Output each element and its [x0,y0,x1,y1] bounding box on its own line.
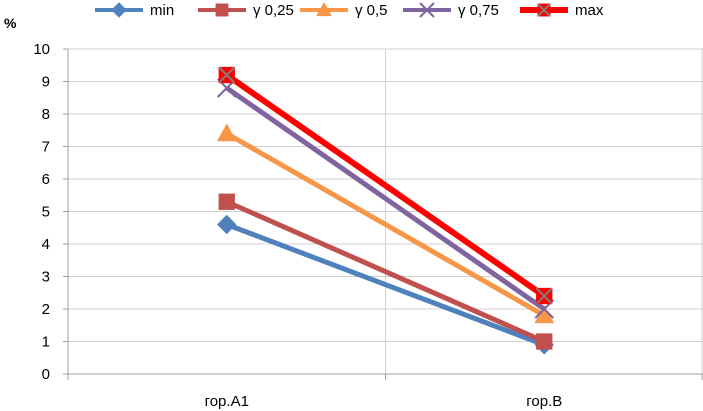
legend-entry: max [520,2,604,19]
legend-label: γ 0,75 [458,2,499,19]
series-line [225,222,546,348]
legend: min γ 0,25 γ 0,5 γ 0,75 max [95,1,604,19]
data-point [218,66,236,84]
data-point [216,123,237,142]
legend-label: γ 0,25 [253,2,294,19]
series-layer [216,66,555,355]
y-tick-label: 10 [33,41,50,58]
y-tick-label: 7 [42,139,50,156]
legend-marker [215,3,229,17]
data-point [535,287,553,305]
series-line [225,131,546,318]
y-tick-label: 2 [42,301,50,318]
legend-label: γ 0,5 [355,2,388,19]
y-axis-unit-label: % [4,15,17,31]
legend-marker [419,2,435,18]
data-point [218,193,235,210]
y-tick-label: 0 [42,366,50,383]
y-tick-label: 9 [42,74,50,91]
series-2 [216,123,555,324]
y-tick-label: 3 [42,269,50,286]
x-category-label: гор.А1 [205,393,249,410]
grid-lines [68,48,703,374]
series-line [225,72,546,299]
legend-label: max [575,2,604,19]
axes: 0 1 2 3 4 5 6 7 8 9 10 гор.А1 гор.В [33,41,703,410]
y-tick-label: 1 [42,334,50,351]
data-point [536,333,553,350]
x-category-label: гор.В [526,393,562,410]
y-tick-label: 4 [42,236,50,253]
legend-entry: γ 0,5 [300,1,388,19]
legend-marker [537,3,551,17]
series-line [225,199,546,344]
legend-entry: γ 0,75 [403,2,499,19]
legend-marker [111,2,127,18]
legend-entry: min [95,2,174,19]
data-point [217,214,237,235]
series-1 [218,193,553,350]
legend-entry: γ 0,25 [198,2,294,19]
legend-marker [316,1,332,17]
series-4 [218,66,553,305]
legend-label: min [150,2,174,19]
y-tick-label: 5 [42,204,50,221]
y-tick-label: 6 [42,171,50,188]
y-tick-label: 8 [42,106,50,123]
series-line [225,85,546,312]
